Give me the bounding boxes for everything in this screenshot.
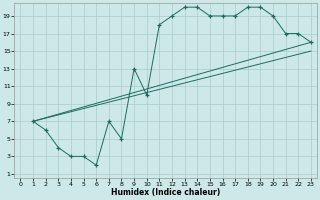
X-axis label: Humidex (Indice chaleur): Humidex (Indice chaleur) (111, 188, 220, 197)
